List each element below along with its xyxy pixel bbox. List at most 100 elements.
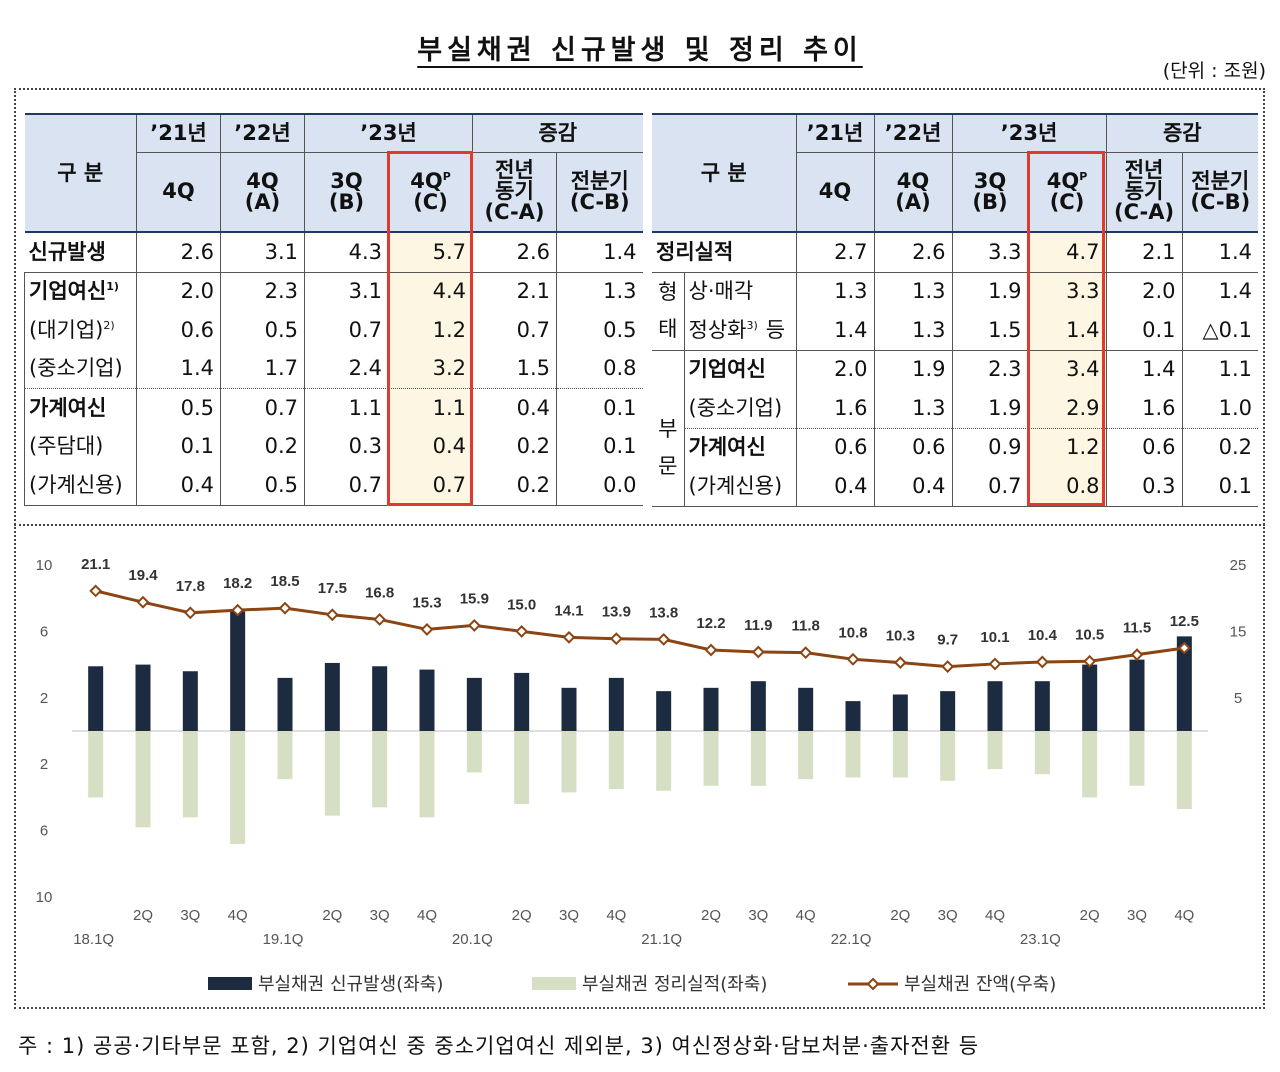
row-label: 신규발생 <box>24 232 137 272</box>
side-label-char: 문 <box>658 454 678 478</box>
balance-marker <box>846 652 860 666</box>
resolution-bar <box>182 731 198 818</box>
cell-value: 0.1 <box>1106 311 1183 350</box>
table-row: 가계여신 0.5 0.7 1.1 1.1 0.4 0.1 <box>24 388 643 428</box>
cell-value: 2.9 <box>1028 389 1107 428</box>
new-npl-bar <box>798 687 814 731</box>
cell-value: 0.6 <box>874 427 953 467</box>
header-qoq: 전분기 (C-B) <box>1182 152 1259 233</box>
resolution-bar <box>1129 731 1145 786</box>
new-npl-bar <box>135 664 151 731</box>
header-q22-l1: 4Q <box>896 168 930 193</box>
balance-data-label: 15.9 <box>460 590 489 607</box>
npl-trend-chart: 10 6 2 2 6 10 25 15 5 21.1 19.4 17.8 18.2 18.5 17.5 16.… <box>36 556 1247 995</box>
cell-value: 0.5 <box>136 388 221 428</box>
balance-marker <box>941 660 955 674</box>
resolution-bar <box>1176 731 1192 810</box>
row-label: (중소기업) <box>24 349 137 389</box>
page-title-text: 부실채권 신규발생 및 정리 추이 <box>417 35 863 66</box>
new-npl-bar <box>561 687 577 731</box>
new-npl-bar <box>1129 659 1145 731</box>
resolution-bar <box>135 731 151 828</box>
cell-value: 1.5 <box>472 349 557 389</box>
table-row: (주담대) 0.1 0.2 0.3 0.4 0.2 0.1 <box>24 427 643 466</box>
row-label: 상·매각 <box>684 271 797 311</box>
cell-value: 1.3 <box>556 271 643 311</box>
row-label-suffix: 등 <box>765 317 786 342</box>
cell-value: 0.4 <box>472 388 557 428</box>
legend-label-new: 부실채권 신규발생(좌축) <box>258 974 443 995</box>
cell-value: 0.6 <box>1106 427 1183 467</box>
new-npl-table: 구 분 ’21년 ’22년 ’23년 증감 4Q 4Q (A) 3Q (B) 4QP… <box>24 113 643 506</box>
cell-value: 2.4 <box>304 349 389 389</box>
cell-value: 1.3 <box>796 271 875 311</box>
legend-marker-balance <box>866 977 880 991</box>
cell-value: 0.2 <box>1182 427 1259 467</box>
header-category: 구 분 <box>652 113 797 233</box>
resolution-bar <box>845 731 861 778</box>
side-label-char: 부 <box>658 417 678 441</box>
header-yoy-l2: 동기 <box>495 179 534 204</box>
x-axis-tick: 3Q <box>1127 907 1147 924</box>
balance-data-label: 15.3 <box>412 594 441 611</box>
x-axis-tick: 18.1Q <box>73 931 114 948</box>
left-axis-tick: 10 <box>36 889 53 906</box>
table-row: 형 태 상·매각 1.3 1.3 1.9 3.3 2.0 1.4 <box>652 271 1259 350</box>
balance-marker <box>893 656 907 670</box>
row-label-text: (중소기업) <box>29 356 123 381</box>
resolution-bar <box>419 731 435 818</box>
table-row: 정리실적 2.7 2.6 3.3 4.7 2.1 1.4 <box>652 232 1258 272</box>
header-q23b-l2: (C) <box>1049 189 1085 214</box>
balance-data-label: 14.1 <box>554 602 583 619</box>
balance-marker <box>467 619 481 632</box>
new-npl-bar <box>230 611 246 731</box>
cell-value: 0.2 <box>220 427 305 466</box>
cell-value: 0.7 <box>472 311 557 350</box>
cell-value: 0.5 <box>220 311 305 350</box>
new-npl-bar <box>419 669 435 731</box>
page-title: 부실채권 신규발생 및 정리 추이 <box>0 28 1280 67</box>
cell-value: 1.4 <box>796 311 875 350</box>
resolution-bar <box>656 731 672 791</box>
x-axis-tick: 2Q <box>133 907 153 924</box>
cell-value: 2.7 <box>796 232 875 272</box>
header-yoy-l1: 전년 <box>495 158 534 183</box>
cell-value: 1.4 <box>1218 239 1253 264</box>
cell-value: 0.4 <box>874 467 953 507</box>
resolution-bar <box>608 731 624 790</box>
balance-data-label: 17.8 <box>176 578 205 595</box>
table-row: 기업여신1) 2.0 2.3 3.1 4.4 2.1 1.3 <box>24 271 643 311</box>
left-axis-tick: 10 <box>36 557 53 574</box>
cell-value: 0.7 <box>220 388 305 428</box>
row-label: (대기업)2) <box>24 311 137 350</box>
new-npl-bar <box>466 677 482 731</box>
header-change: 증감 <box>1106 113 1259 153</box>
balance-data-label: 9.7 <box>937 632 958 649</box>
legend-swatch-new <box>208 977 252 990</box>
cell-value: 2.6 <box>472 232 557 272</box>
header-qoq-l1: 전분기 <box>1191 168 1250 193</box>
cell-value: 0.7 <box>952 467 1029 507</box>
cell-value: 1.4 <box>1028 311 1107 350</box>
x-axis-tick: 2Q <box>890 907 910 924</box>
cell-value: 2.0 <box>136 271 221 311</box>
x-axis-tick: 4Q <box>417 907 437 924</box>
balance-marker <box>136 595 150 609</box>
x-axis-tick: 4Q <box>985 907 1005 924</box>
header-q23b: 4QP (C) <box>388 152 473 233</box>
resolution-bar <box>1082 731 1098 798</box>
balance-data-label: 19.4 <box>128 567 158 584</box>
cell-value: 0.4 <box>388 427 473 466</box>
resolution-bar <box>88 731 104 798</box>
cell-value: 1.2 <box>388 311 473 350</box>
balance-data-label: 12.5 <box>1170 613 1199 630</box>
resolution-bar <box>230 731 246 844</box>
x-axis-tick: 4Q <box>228 907 248 924</box>
header-change: 증감 <box>472 113 643 153</box>
resolution-bar <box>703 731 719 786</box>
cell-value: 2.6 <box>136 232 221 272</box>
x-axis-tick: 2Q <box>322 907 342 924</box>
resolution-bar <box>798 731 814 780</box>
left-axis-tick: 6 <box>40 623 48 640</box>
balance-data-label: 10.3 <box>886 628 915 645</box>
